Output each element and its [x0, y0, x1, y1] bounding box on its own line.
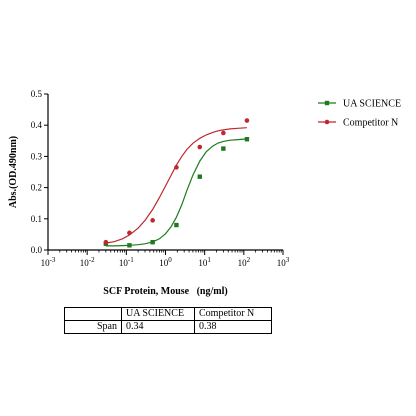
data-point-competitor-n — [197, 144, 203, 150]
data-point-competitor-n — [127, 230, 132, 236]
span-table: UA SCIENCE Competitor N Span 0.34 0.38 — [64, 307, 272, 334]
y-tick-label: 0.5 — [31, 89, 43, 99]
data-point-competitor-n — [103, 239, 109, 245]
data-point-ua-science — [150, 240, 155, 245]
x-tick-label: 101 — [198, 256, 211, 268]
span-value-competitor: 0.38 — [194, 320, 272, 334]
data-point-competitor-n — [174, 165, 179, 170]
span-table-corner — [64, 307, 122, 321]
series-line-competitor-n — [105, 127, 247, 244]
y-tick-label: 0.2 — [31, 183, 42, 193]
data-point-ua-science — [221, 146, 226, 151]
series-line-ua-science — [105, 138, 247, 247]
data-point-ua-science — [127, 243, 132, 248]
y-tick-label: 0.3 — [31, 151, 43, 161]
chart: 0.0 0.1 0.2 0.3 0.4 0.5 10-3 10-2 10-1 100 101 102 1… — [8, 89, 401, 297]
plot-area: 0.0 0.1 0.2 0.3 0.4 0.5 10-3 10-2 10-1 100 101 102 1… — [8, 89, 401, 297]
x-tick-label: 10-3 — [41, 256, 56, 268]
legend-marker-ua-science — [324, 100, 330, 106]
span-table-header-ua: UA SCIENCE — [121, 307, 195, 321]
span-table-row: Span 0.34 0.38 — [64, 320, 272, 334]
data-point-ua-science — [174, 222, 179, 228]
x-tick-label: 100 — [159, 256, 172, 268]
x-tick-label: 102 — [238, 256, 251, 268]
x-tick-label: 10-1 — [119, 256, 134, 268]
legend-label-competitor-n: Competitor N — [343, 118, 398, 129]
span-table-header-competitor: Competitor N — [194, 307, 272, 321]
legend-label-ua-science: UA SCIENCE — [343, 99, 401, 110]
data-point-ua-science — [197, 174, 202, 179]
x-tick-label: 10-2 — [80, 256, 95, 268]
span-row-label: Span — [64, 320, 122, 334]
legend-marker-competitor-n — [324, 119, 330, 125]
span-value-ua: 0.34 — [121, 320, 195, 334]
y-axis-title: Abs.(OD.490nm) — [8, 136, 19, 208]
x-tick-label: 103 — [277, 256, 290, 268]
x-axis-title: SCF Protein, Mouse (ng/ml) — [103, 286, 227, 297]
data-point-competitor-n — [150, 218, 155, 223]
y-tick-label: 0.1 — [31, 214, 42, 224]
data-point-ua-science — [244, 137, 250, 142]
y-tick-label: 0.0 — [31, 245, 43, 255]
data-point-competitor-n — [244, 118, 250, 123]
y-tick-label: 0.4 — [31, 120, 43, 130]
span-table-header-row: UA SCIENCE Competitor N — [64, 307, 272, 321]
data-point-competitor-n — [221, 130, 226, 136]
